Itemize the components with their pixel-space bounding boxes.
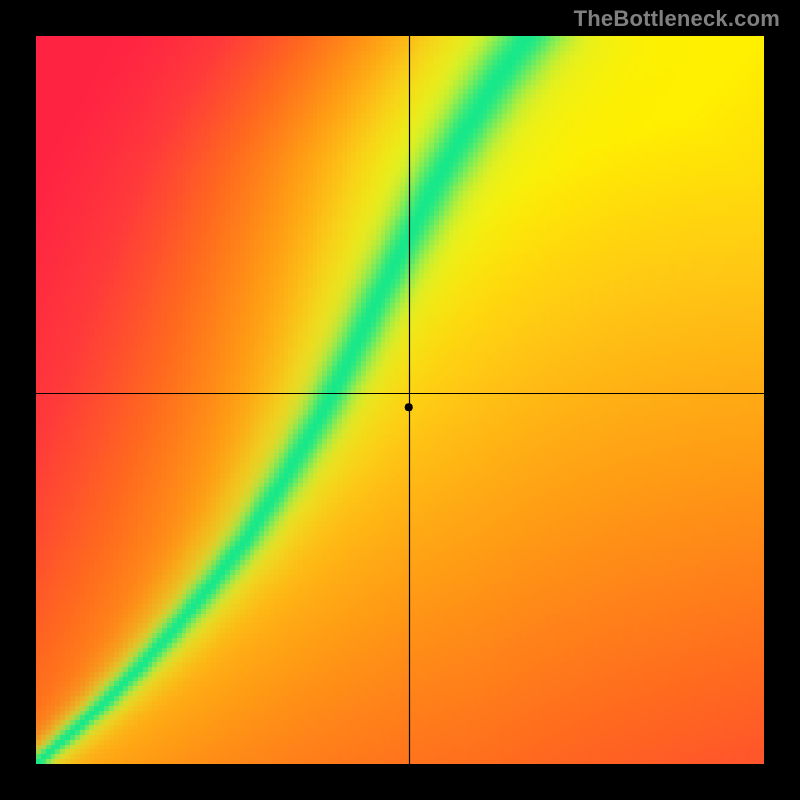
plot-area — [36, 36, 764, 764]
chart-container: TheBottleneck.com — [0, 0, 800, 800]
watermark-text: TheBottleneck.com — [574, 6, 780, 32]
heatmap-canvas — [36, 36, 764, 764]
